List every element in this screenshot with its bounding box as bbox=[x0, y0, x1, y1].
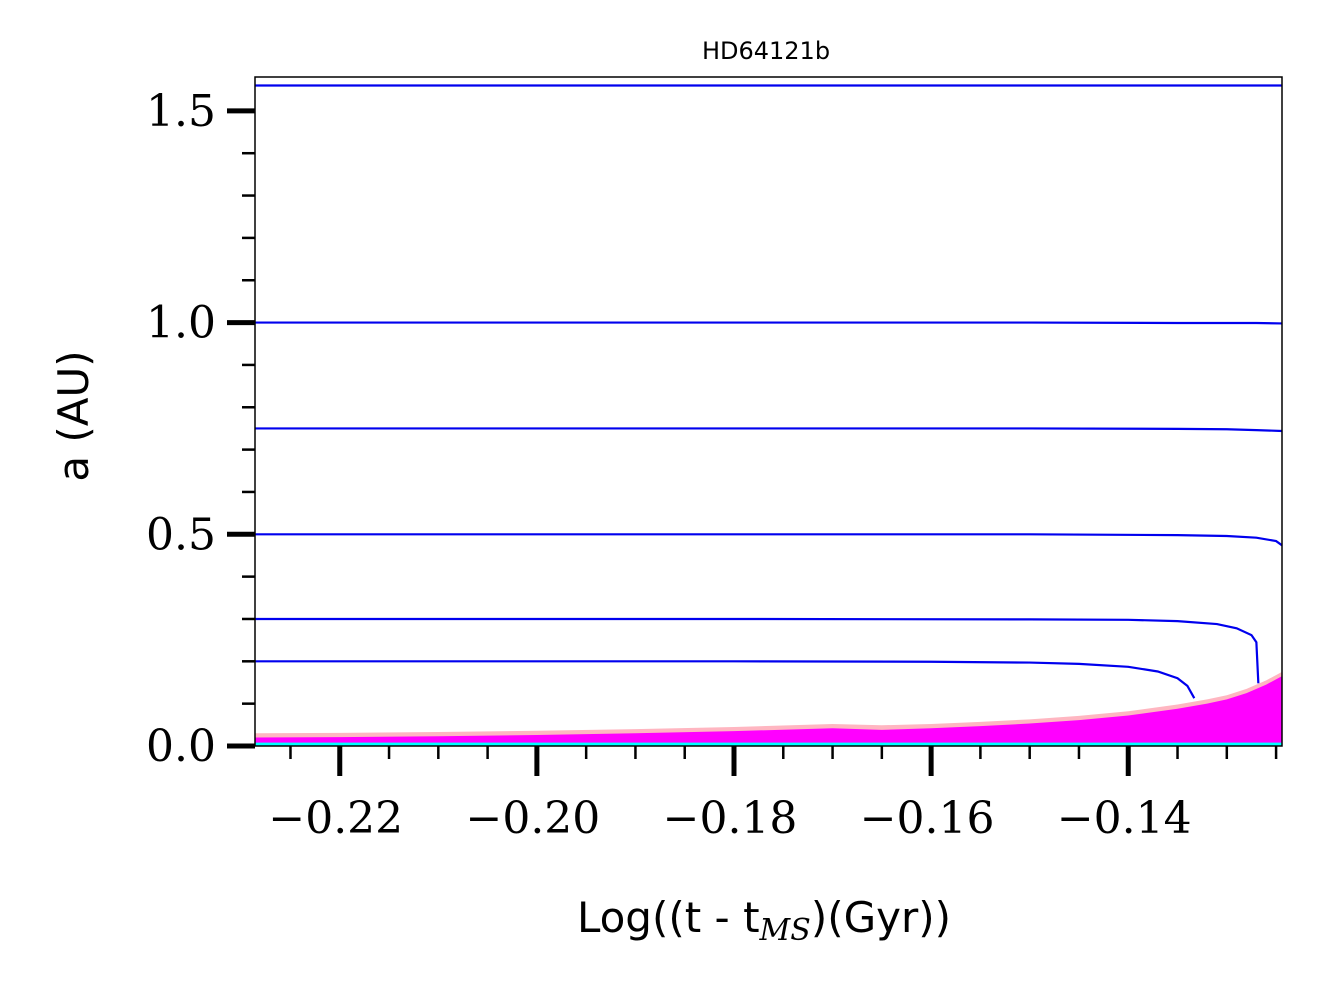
orbit-line-4 bbox=[255, 533, 1283, 547]
y-axis-label: a (AU) bbox=[49, 350, 98, 481]
y-tick-label: 0.0 bbox=[146, 721, 216, 772]
x-tick-label: −0.14 bbox=[1057, 793, 1192, 844]
chart-title: HD64121b bbox=[702, 37, 830, 65]
x-axis-label-subscript: MS bbox=[759, 913, 811, 948]
x-tick-label: −0.18 bbox=[663, 793, 798, 844]
orbit-line-3 bbox=[255, 427, 1283, 433]
x-tick-label: −0.20 bbox=[465, 793, 600, 844]
x-tick-label: −0.22 bbox=[268, 793, 403, 844]
y-tick-label: 1.5 bbox=[146, 86, 216, 137]
stellar-radius-area bbox=[255, 676, 1282, 746]
plot-frame bbox=[254, 76, 1283, 747]
x-axis-ticks bbox=[289, 746, 1278, 776]
x-axis-tick-labels: −0.22 −0.20 −0.18 −0.16 −0.14 bbox=[268, 793, 1191, 844]
orbit-line-6 bbox=[255, 660, 1196, 699]
y-axis-tick-labels: 0.0 0.5 1.0 1.5 bbox=[146, 86, 216, 772]
plot-lines bbox=[255, 84, 1283, 699]
y-tick-label: 1.0 bbox=[146, 298, 216, 349]
y-tick-label: 0.5 bbox=[146, 509, 216, 560]
x-axis-label-prefix: Log((t - t bbox=[577, 893, 760, 942]
x-tick-label: −0.16 bbox=[860, 793, 995, 844]
core-band bbox=[255, 742, 1282, 746]
orbit-line-2 bbox=[255, 321, 1283, 325]
orbit-line-5 bbox=[255, 617, 1260, 684]
x-axis-label-suffix: )(Gyr)) bbox=[811, 893, 951, 942]
plot-fills bbox=[255, 671, 1282, 746]
x-axis-label: Log((t - tMS)(Gyr)) bbox=[577, 893, 951, 948]
y-axis-ticks bbox=[227, 108, 255, 749]
